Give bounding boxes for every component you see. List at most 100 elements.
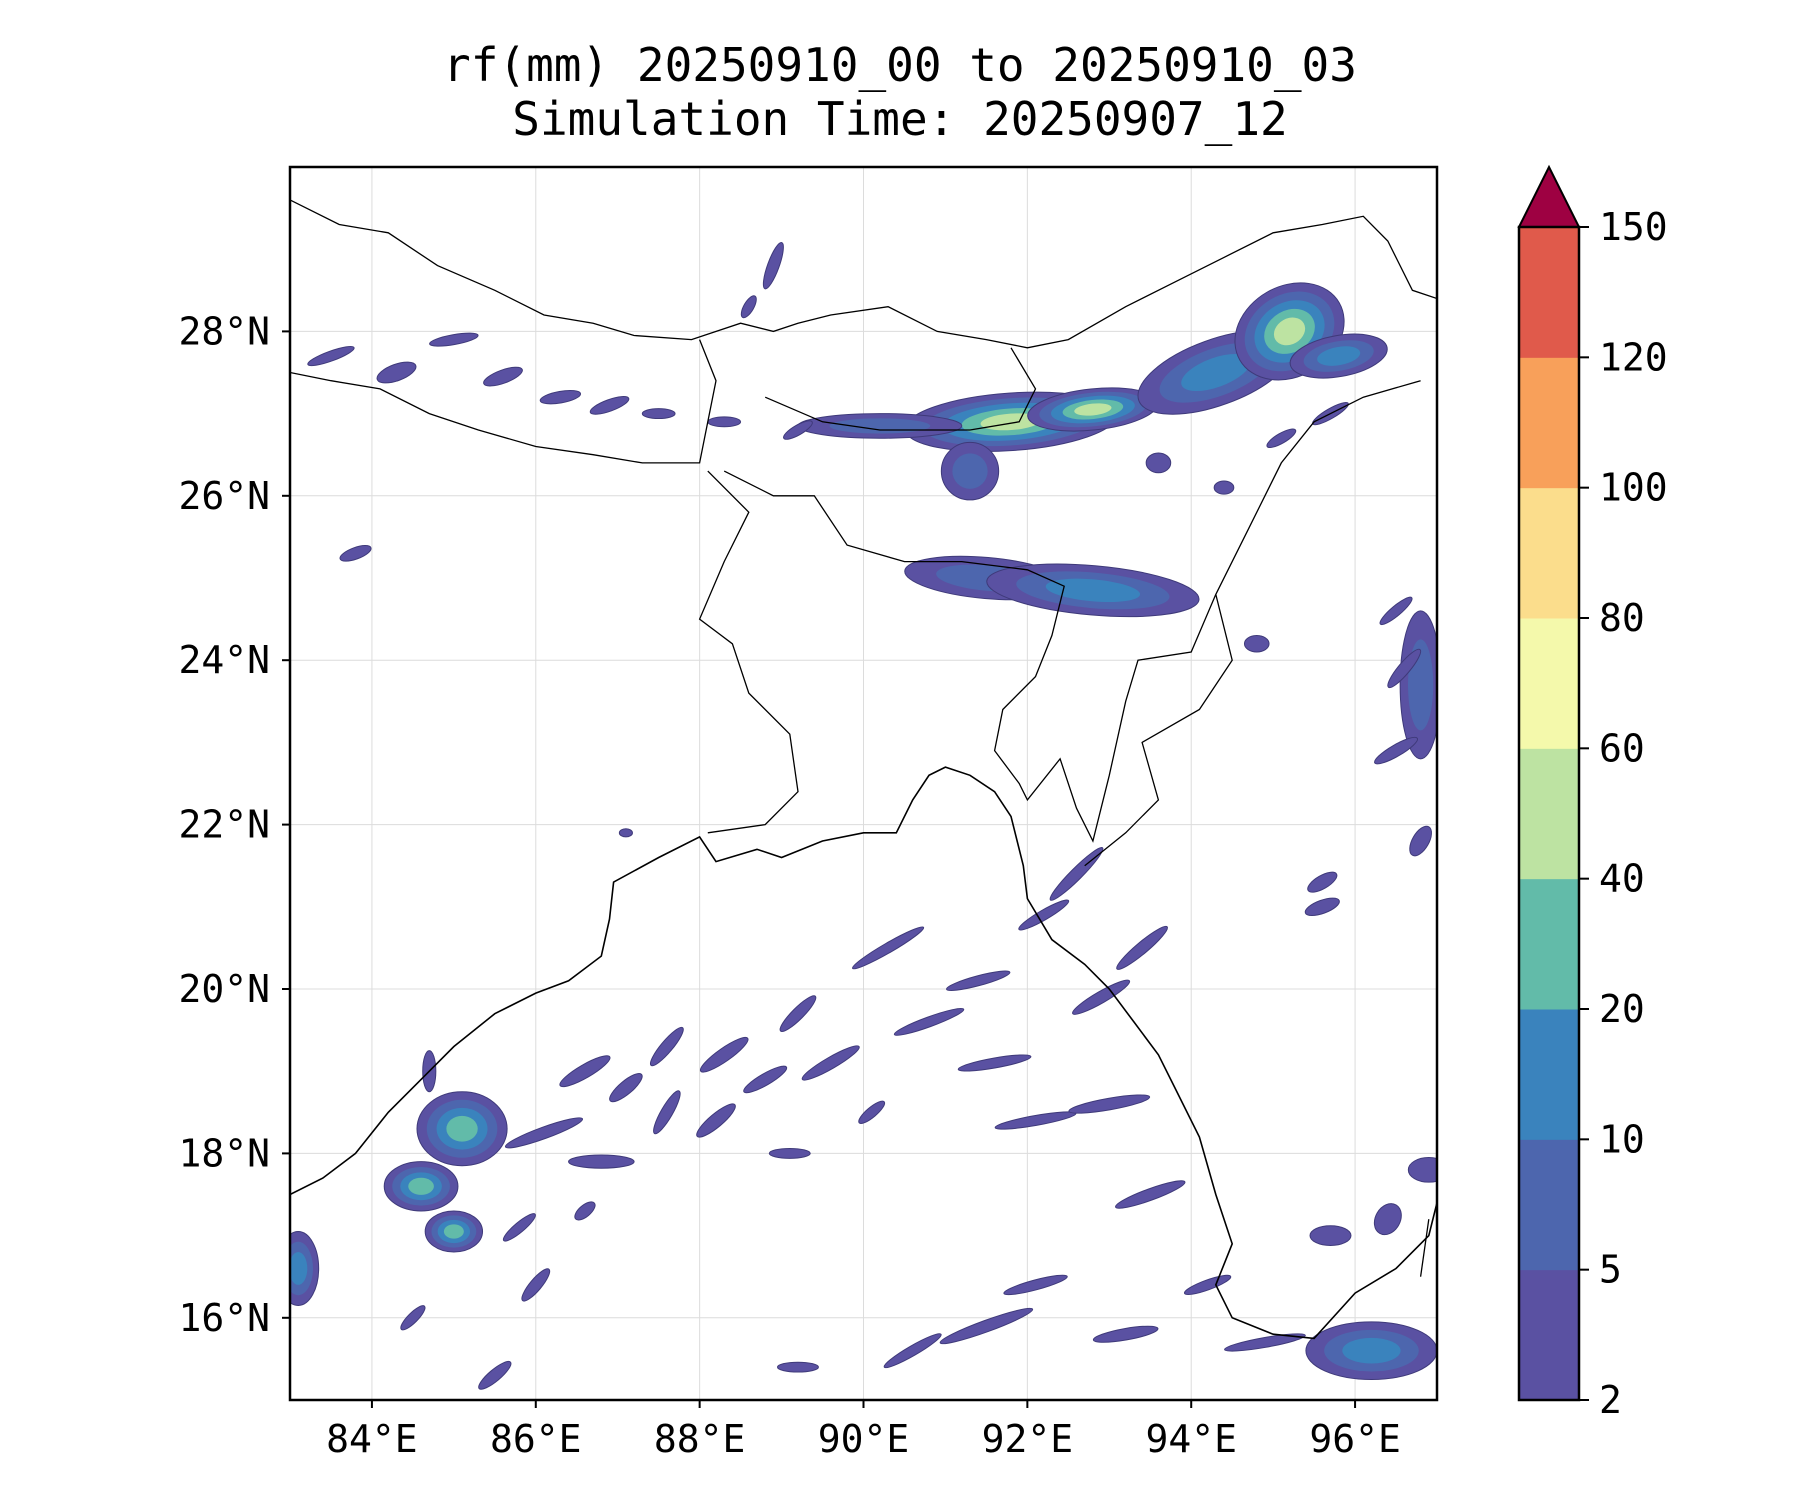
rain-contour-10mm [290,1252,308,1285]
rain-streak [1213,480,1235,495]
rain-streak [1387,648,1422,689]
rain-cell [290,1231,320,1306]
rain-contour-5mm [952,453,988,489]
rain-streak [1224,1333,1306,1352]
rain-cell [383,1161,459,1212]
rain-streak [779,995,817,1033]
colorbar-band [1519,357,1579,489]
rain-contour-20mm [446,1115,478,1142]
lat-tick-label: 20°N [178,967,270,1011]
rain-streak [1115,1180,1186,1209]
colorbar-tick-label: 80 [1599,596,1645,640]
colorbar-tick-label: 20 [1599,987,1645,1031]
rain-streak [653,1090,681,1135]
rain-streak [776,1361,819,1373]
colorbar-band [1519,227,1579,358]
colorbar-band [1519,1009,1579,1140]
rain-cell [424,1210,484,1253]
rain-streak [1304,897,1340,917]
rain-streak [893,1007,965,1036]
colorbar-tick-label: 40 [1599,857,1645,901]
colorbar-band [1519,618,1579,749]
rain-contour-10mm [1342,1337,1401,1364]
colorbar: 2 5 10 20 40 60 80 100 120 150 [1517,164,1668,1422]
rain-streak [504,1117,584,1149]
country-border [698,470,799,834]
rain-streak [400,1305,426,1331]
country-border [723,380,1421,843]
rain-streak [1407,1157,1437,1183]
rain-contour-40mm [1074,403,1112,416]
rain-cell [940,441,1000,501]
lon-tick-label: 84°E [326,1417,418,1461]
rainfall-field [290,241,1437,1390]
lon-tick-label: 92°E [982,1417,1074,1461]
colorbar-band [1519,1269,1579,1401]
lon-tick-label: 86°E [490,1417,582,1461]
rain-contour-20mm [443,1224,464,1239]
rain-streak [589,396,630,415]
rain-streak [521,1268,551,1302]
rain-streak [957,1054,1032,1072]
colorbar-extend-arrow [1517,164,1581,228]
country-border [290,199,1437,349]
country-border [290,339,717,464]
rain-contour-40mm [1273,317,1306,346]
colorbar-band [1519,878,1579,1010]
rain-streak [478,1360,512,1390]
country-border [764,347,1037,431]
rain-streak [483,366,523,387]
geographic-lines [290,199,1437,1340]
rain-streak [858,1100,886,1124]
rain-cell [1289,333,1388,379]
lat-tick-label: 28°N [178,309,270,353]
rain-streak [502,1213,536,1242]
colorbar-tick-label: 10 [1599,1117,1645,1161]
rain-streak [559,1055,611,1088]
colorbar-tick-label: 150 [1599,205,1668,249]
rain-streak [641,408,676,420]
rain-streak [1116,925,1168,970]
rain-streak [1092,1325,1159,1343]
country-border [1419,1219,1430,1277]
rain-streak [339,545,372,562]
rain-streak [1309,1225,1352,1246]
rain-streak [707,416,742,428]
rain-streak [649,1026,684,1067]
rain-cell [416,1091,508,1167]
colorbar-band [1519,748,1579,880]
rain-streak [574,1201,596,1221]
lat-tick-label: 22°N [178,803,270,847]
rain-streak [618,828,633,838]
colorbar-band [1519,1139,1579,1271]
rain-streak [1243,635,1270,653]
rain-streak [939,1307,1034,1345]
rain-streak [1183,1274,1232,1296]
colorbar-frame [1517,225,1581,1402]
rain-cell [986,563,1200,618]
rain-streak [740,295,757,319]
rain-streak [568,1154,635,1169]
rain-streak [696,1103,736,1138]
rain-streak [946,970,1011,992]
rain-streak [1003,1274,1068,1296]
lon-tick-label: 94°E [1145,1417,1237,1461]
rain-streak [743,1065,788,1094]
title-simulation-time: Simulation Time: 20250907_12 [512,92,1288,146]
coastline [290,766,1437,1340]
map-title: rf(mm) 20250910_00 to 20250910_03 Simula… [0,38,1800,146]
lon-tick-label: 90°E [818,1417,910,1461]
lon-tick-label: 88°E [654,1417,746,1461]
rain-streak [1049,847,1104,901]
country-border [1084,594,1233,867]
rain-streak [376,361,417,384]
rain-streak [1379,596,1413,626]
lat-tick-label: 18°N [178,1131,270,1175]
rain-streak [699,1036,749,1073]
rain-contour-10mm [1317,346,1361,366]
rain-streak [539,389,582,405]
rain-streak [1374,736,1419,765]
title-variable-period: rf(mm) 20250910_00 to 20250910_03 [443,38,1357,92]
rain-streak [1072,979,1131,1015]
rain-cell [1027,387,1159,432]
